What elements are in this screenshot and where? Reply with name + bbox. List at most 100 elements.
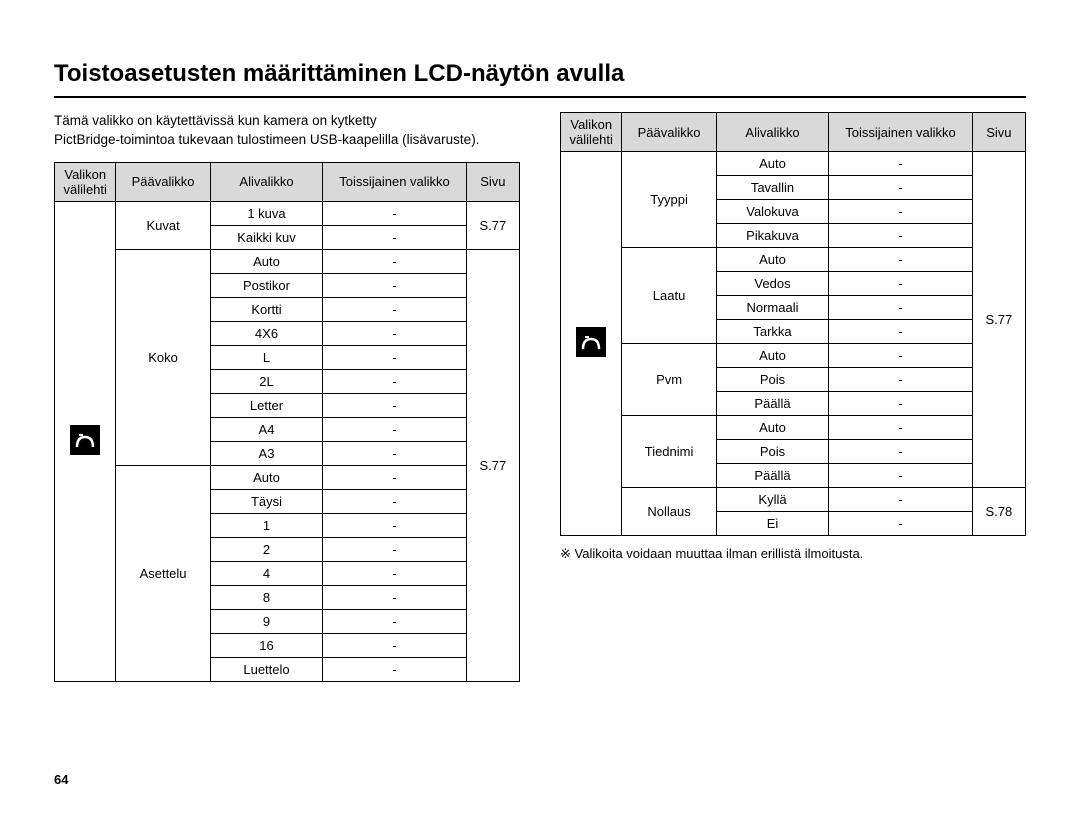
secondary-cell: - [829,512,972,536]
main-menu-cell: Pvm [622,344,716,416]
main-menu-cell: Kuvat [116,201,210,249]
table-row: AsetteluAuto- [55,465,520,489]
col-page: Sivu [466,162,519,201]
sub-menu-cell: L [210,345,323,369]
sub-menu-cell: Letter [210,393,323,417]
secondary-cell: - [323,417,466,441]
secondary-cell: - [829,464,972,488]
main-menu-cell: Asettelu [116,465,210,681]
table-row: TiednimiAuto- [561,416,1026,440]
page-cell: S.77 [466,201,519,249]
sub-menu-cell: Pois [716,440,829,464]
col-menu-tab: Valikon välilehti [561,113,622,152]
table-header-row: Valikon välilehti Päävalikko Alivalikko … [561,113,1026,152]
secondary-cell: - [323,537,466,561]
sub-menu-cell: 1 kuva [210,201,323,225]
footnote: ※ Valikoita voidaan muuttaa ilman erilli… [560,546,1026,562]
table-row: KokoAuto-S.77 [55,249,520,273]
content-columns: Tämä valikko on käytettävissä kun kamera… [54,112,1026,682]
secondary-cell: - [323,225,466,249]
secondary-cell: - [829,416,972,440]
sub-menu-cell: Vedos [716,272,829,296]
secondary-cell: - [323,201,466,225]
left-column: Tämä valikko on käytettävissä kun kamera… [54,112,520,682]
table-row: Kuvat1 kuva-S.77 [55,201,520,225]
page-cell: S.77 [466,249,519,681]
col-page: Sivu [972,113,1025,152]
sub-menu-cell: Valokuva [716,200,829,224]
secondary-cell: - [829,152,972,176]
sub-menu-cell: Auto [210,465,323,489]
secondary-cell: - [323,465,466,489]
secondary-cell: - [323,657,466,681]
sub-menu-cell: Auto [210,249,323,273]
sub-menu-cell: A3 [210,441,323,465]
sub-menu-cell: Luettelo [210,657,323,681]
secondary-cell: - [323,609,466,633]
secondary-cell: - [829,224,972,248]
main-menu-cell: Laatu [622,248,716,344]
sub-menu-cell: Auto [716,248,829,272]
right-table: Valikon välilehti Päävalikko Alivalikko … [560,112,1026,536]
col-secondary: Toissijainen valikko [829,113,972,152]
sub-menu-cell: Pois [716,368,829,392]
col-menu-tab: Valikon välilehti [55,162,116,201]
sub-menu-cell: 1 [210,513,323,537]
sub-menu-cell: Kaikki kuv [210,225,323,249]
secondary-cell: - [829,176,972,200]
col-sub-menu: Alivalikko [210,162,323,201]
sub-menu-cell: 16 [210,633,323,657]
main-menu-cell: Nollaus [622,488,716,536]
sub-menu-cell: Päällä [716,464,829,488]
main-menu-cell: Tiednimi [622,416,716,488]
sub-menu-cell: 4 [210,561,323,585]
sub-menu-cell: 2 [210,537,323,561]
intro-line-1: Tämä valikko on käytettävissä kun kamera… [54,113,377,128]
col-main-menu: Päävalikko [116,162,210,201]
page-cell: S.77 [972,152,1025,488]
secondary-cell: - [323,585,466,609]
table-row: PvmAuto- [561,344,1026,368]
intro-text: Tämä valikko on käytettävissä kun kamera… [54,112,520,150]
secondary-cell: - [829,200,972,224]
col-secondary: Toissijainen valikko [323,162,466,201]
pictbridge-icon [55,201,116,681]
secondary-cell: - [829,368,972,392]
secondary-cell: - [829,488,972,512]
table-row: TyyppiAuto-S.77 [561,152,1026,176]
sub-menu-cell: 8 [210,585,323,609]
sub-menu-cell: Tavallin [716,176,829,200]
sub-menu-cell: Normaali [716,296,829,320]
main-menu-cell: Koko [116,249,210,465]
secondary-cell: - [323,441,466,465]
table-row: NollausKyllä-S.78 [561,488,1026,512]
secondary-cell: - [323,393,466,417]
sub-menu-cell: Auto [716,344,829,368]
secondary-cell: - [323,369,466,393]
sub-menu-cell: Tarkka [716,320,829,344]
secondary-cell: - [829,320,972,344]
secondary-cell: - [323,321,466,345]
secondary-cell: - [323,513,466,537]
secondary-cell: - [323,273,466,297]
sub-menu-cell: Postikor [210,273,323,297]
sub-menu-cell: Auto [716,416,829,440]
secondary-cell: - [323,249,466,273]
sub-menu-cell: Pikakuva [716,224,829,248]
table-header-row: Valikon välilehti Päävalikko Alivalikko … [55,162,520,201]
secondary-cell: - [829,344,972,368]
page-title: Toistoasetusten määrittäminen LCD-näytön… [54,60,1026,98]
secondary-cell: - [829,296,972,320]
intro-line-2: PictBridge-toimintoa tukevaan tulostimee… [54,132,479,147]
sub-menu-cell: 4X6 [210,321,323,345]
secondary-cell: - [829,248,972,272]
col-sub-menu: Alivalikko [716,113,829,152]
sub-menu-cell: 2L [210,369,323,393]
secondary-cell: - [323,633,466,657]
secondary-cell: - [829,272,972,296]
table-row: LaatuAuto- [561,248,1026,272]
sub-menu-cell: Kyllä [716,488,829,512]
col-main-menu: Päävalikko [622,113,716,152]
page-cell: S.78 [972,488,1025,536]
sub-menu-cell: Auto [716,152,829,176]
